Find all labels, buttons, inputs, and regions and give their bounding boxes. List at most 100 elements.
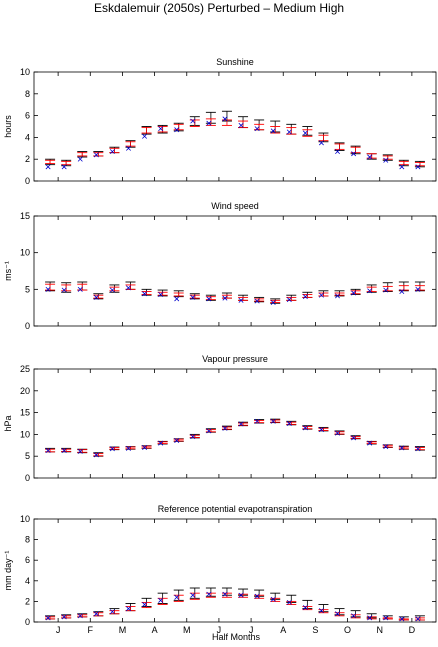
cross-marker (270, 128, 276, 134)
cross-marker (415, 286, 421, 292)
y-tick-label: 6 (25, 555, 30, 565)
cross-marker (286, 599, 292, 605)
cross-marker (45, 286, 51, 292)
cross-marker (109, 149, 115, 155)
cross-marker (206, 428, 212, 434)
cross-marker (125, 145, 131, 151)
cross-marker (142, 602, 148, 607)
cross-marker (302, 605, 308, 611)
y-tick-label: 10 (20, 514, 30, 524)
cross-marker (77, 156, 83, 162)
y-tick-label: 5 (25, 284, 30, 294)
cross-marker (206, 591, 212, 597)
red-error-bar (173, 123, 184, 131)
figure-title: Eskdalemuir (2050s) Perturbed – Medium H… (94, 1, 344, 15)
cross-marker (351, 613, 357, 619)
cross-marker (351, 290, 357, 296)
cross-marker (158, 126, 164, 132)
cross-marker (302, 425, 308, 431)
cross-marker (125, 606, 131, 612)
red-error-bar (334, 143, 345, 150)
x-tick-label: N (376, 625, 383, 635)
panel-title: Sunshine (216, 57, 254, 67)
cross-marker (399, 616, 405, 622)
x-tick-label: O (344, 625, 351, 635)
cross-marker (190, 592, 196, 598)
x-tick-label: M (119, 625, 127, 635)
x-tick-label: S (312, 625, 318, 635)
cross-marker (270, 300, 276, 306)
cross-marker (399, 164, 405, 170)
cross-marker (286, 129, 292, 135)
cross-marker (125, 285, 131, 291)
cross-marker (190, 434, 196, 440)
red-error-bar (398, 618, 409, 621)
cross-marker (335, 430, 341, 436)
x-tick-label: F (88, 625, 94, 635)
y-axis-label: mm day⁻¹ (3, 551, 13, 591)
red-error-bar (61, 615, 72, 619)
red-error-bar (398, 160, 409, 166)
cross-marker (254, 126, 260, 132)
panel-2: Wind speed 0 5 10 15 ms⁻¹ (3, 201, 437, 331)
y-tick-label: 10 (20, 67, 30, 77)
panel-title: Wind speed (211, 201, 259, 211)
cross-marker (77, 286, 83, 292)
red-error-bar (45, 616, 56, 620)
cross-marker (383, 444, 389, 450)
cross-marker (415, 446, 421, 452)
panel-1: Sunshine 0 2 4 6 8 10 hours (3, 57, 437, 186)
cross-marker (93, 152, 99, 158)
y-tick-label: 20 (20, 386, 30, 396)
plot-frame (33, 518, 437, 623)
y-tick-label: 0 (25, 473, 30, 483)
cross-marker (174, 296, 180, 302)
x-tick-label: D (409, 625, 416, 635)
cross-marker (318, 292, 324, 298)
cross-marker (206, 296, 212, 302)
cross-marker (399, 289, 405, 295)
cross-marker (351, 151, 357, 157)
cross-marker (93, 294, 99, 300)
cross-marker (367, 288, 373, 294)
panel-3: Vapour pressure 0 5 10 15 20 25 hPa (3, 354, 437, 483)
x-tick-label: M (183, 625, 191, 635)
y-tick-label: 2 (25, 154, 30, 164)
y-tick-label: 15 (20, 408, 30, 418)
cross-marker (125, 445, 131, 451)
cross-marker (318, 608, 324, 614)
y-axis-label: ms⁻¹ (3, 261, 13, 281)
cross-marker (367, 440, 373, 446)
y-tick-label: 15 (20, 211, 30, 221)
cross-marker (45, 615, 51, 621)
panel-4: Reference potential evapotranspiration 0 2… (3, 504, 437, 635)
cross-marker (45, 448, 51, 454)
cross-marker (174, 127, 180, 133)
red-error-bar (45, 448, 56, 453)
cross-marker (158, 440, 164, 446)
cross-marker (142, 291, 148, 297)
red-error-bar (318, 134, 329, 142)
red-error-bar (77, 152, 88, 157)
cross-marker (238, 421, 244, 427)
y-tick-label: 0 (25, 617, 30, 627)
y-tick-label: 10 (20, 429, 30, 439)
y-tick-label: 25 (20, 364, 30, 374)
red-error-bar (141, 127, 152, 134)
red-error-bar (382, 617, 393, 620)
cross-marker (351, 435, 357, 441)
y-tick-label: 4 (25, 576, 30, 586)
cross-marker (254, 593, 260, 599)
cross-marker (174, 594, 180, 600)
cross-marker (158, 597, 164, 603)
cross-marker (367, 615, 373, 621)
cross-marker (335, 611, 341, 617)
cross-marker (302, 294, 308, 300)
cross-marker (302, 130, 308, 136)
y-tick-label: 0 (25, 176, 30, 186)
y-tick-label: 8 (25, 89, 30, 99)
cross-marker (190, 118, 196, 124)
y-tick-label: 5 (25, 451, 30, 461)
cross-marker (254, 298, 260, 304)
